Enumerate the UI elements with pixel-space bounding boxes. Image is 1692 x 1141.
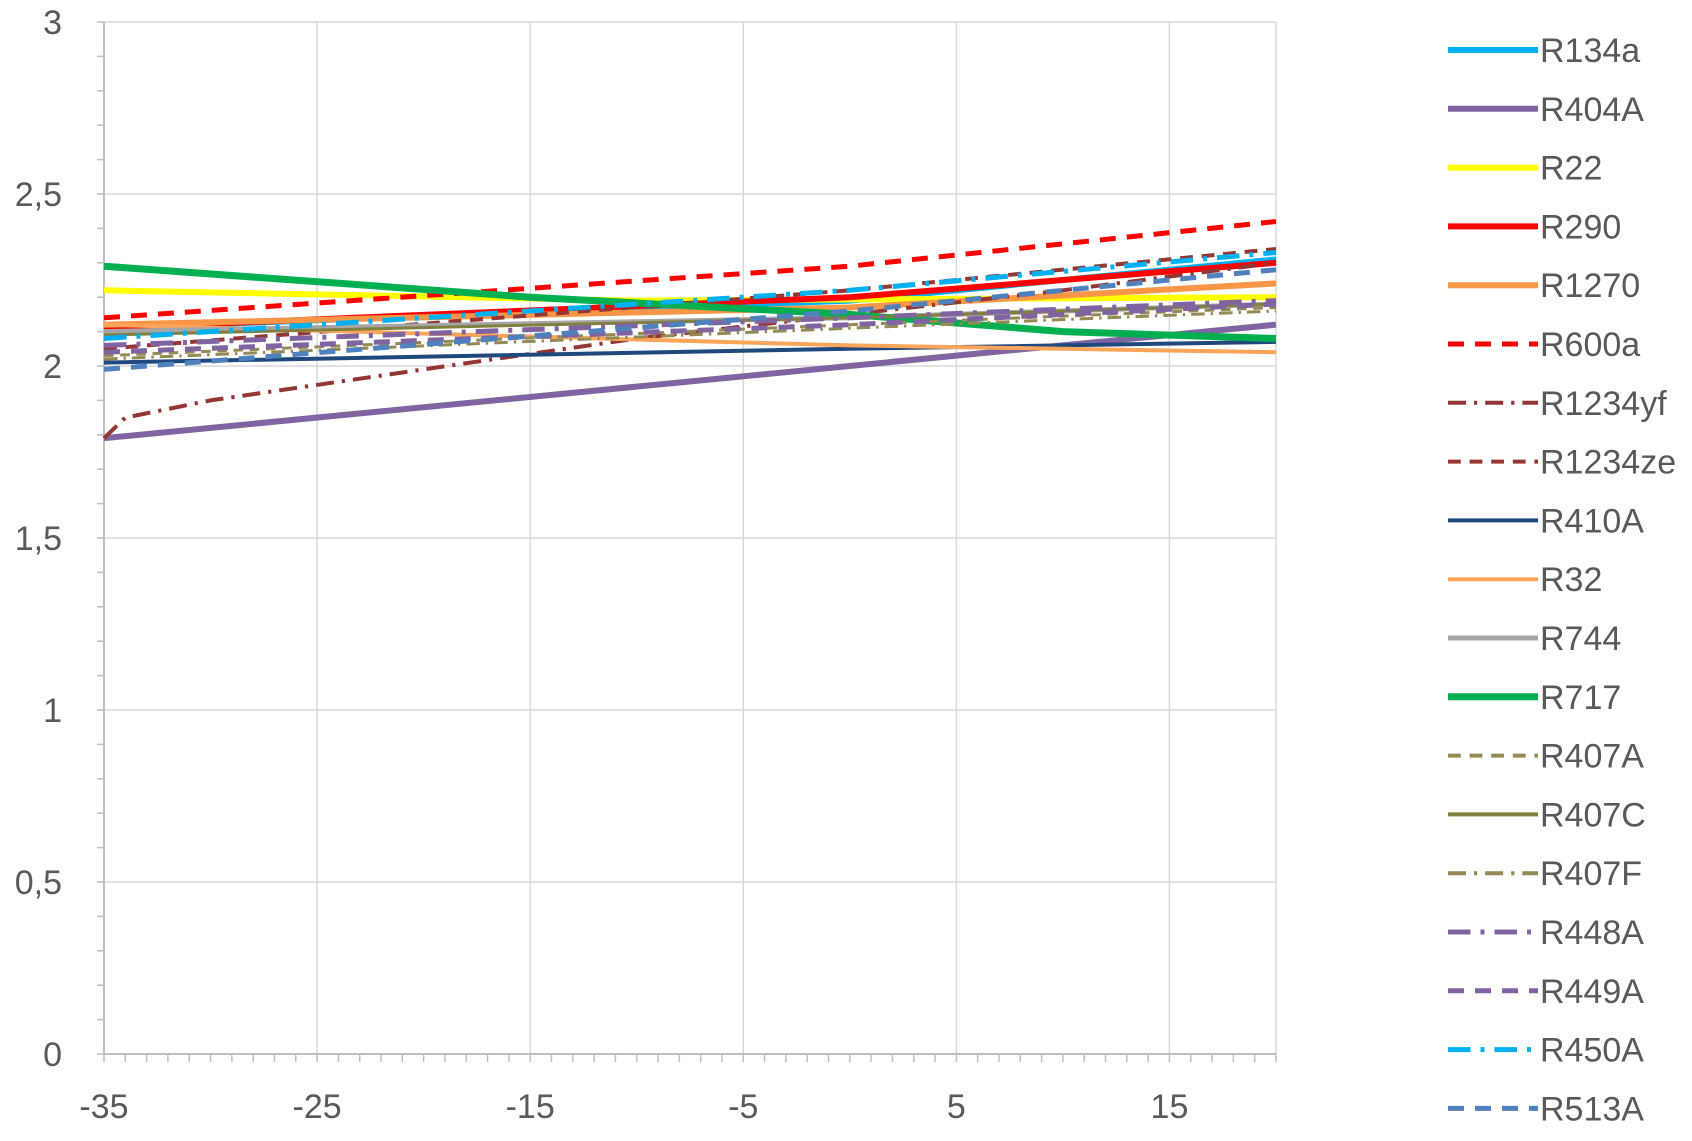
x-tick-label: -25 (293, 1088, 342, 1126)
series-line-r404a (103, 321, 1277, 442)
legend-label-r410a: R410A (1540, 502, 1644, 540)
legend-label-r450a: R450A (1540, 1032, 1644, 1070)
axes: 0 0,5 1 1,5 2 2,5 3 -35 -25 -15 -5 5 15 (15, 4, 1277, 1126)
legend-label-r717: R717 (1540, 679, 1621, 717)
y-tick-label: 1 (43, 692, 62, 730)
y-tick-label: 3 (43, 4, 62, 42)
legend-label-r744: R744 (1540, 620, 1621, 658)
grid (103, 21, 1277, 1055)
series-line-r717 (103, 262, 1277, 342)
series-line-r513a (103, 267, 1277, 372)
legend-label-r404a: R404A (1540, 91, 1644, 129)
legend-label-r22: R22 (1540, 150, 1602, 188)
series-line-r600a (103, 219, 1277, 321)
legend-label-r407f: R407F (1540, 855, 1642, 893)
legend-label-r600a: R600a (1540, 326, 1640, 364)
legend-label-r1270: R1270 (1540, 267, 1640, 305)
legend-label-r290: R290 (1540, 208, 1621, 246)
legend-label-r1234yf: R1234yf (1540, 385, 1667, 423)
x-tick-label: -35 (79, 1088, 128, 1126)
series-line-r410a (103, 339, 1277, 365)
legend-label-r448a: R448A (1540, 914, 1644, 952)
legend-label-r407c: R407C (1540, 796, 1646, 834)
series-line-r449a (103, 301, 1277, 355)
series-line-r1270 (103, 280, 1277, 328)
x-tick-label: 15 (1151, 1088, 1189, 1126)
x-tick-label: -15 (506, 1088, 555, 1126)
legend-label-r407a: R407A (1540, 738, 1644, 776)
y-tick-label: 0,5 (15, 864, 62, 902)
series-line-r448a (103, 298, 1277, 348)
y-tick-label: 1,5 (15, 520, 62, 558)
legend-label-r449a: R449A (1540, 973, 1644, 1011)
legend: R134a R404A R22 R290 R1270 R600a R1234yf R1234z… (1448, 32, 1676, 1128)
y-tick-label: 2,5 (15, 176, 62, 214)
plot-area (102, 219, 1277, 442)
legend-label-r513a: R513A (1540, 1090, 1644, 1128)
legend-label-r32: R32 (1540, 561, 1602, 599)
x-tick-label: -5 (728, 1088, 758, 1126)
series-line-r450a (103, 250, 1277, 341)
series-line-r407f (103, 309, 1277, 361)
y-tick-label: 0 (43, 1036, 62, 1074)
y-tick-label: 2 (43, 348, 62, 386)
legend-label-r1234ze: R1234ze (1540, 444, 1676, 482)
x-tick-label: 5 (947, 1088, 966, 1126)
legend-label-r134a: R134a (1540, 32, 1640, 70)
series-line-r32 (103, 322, 1277, 355)
